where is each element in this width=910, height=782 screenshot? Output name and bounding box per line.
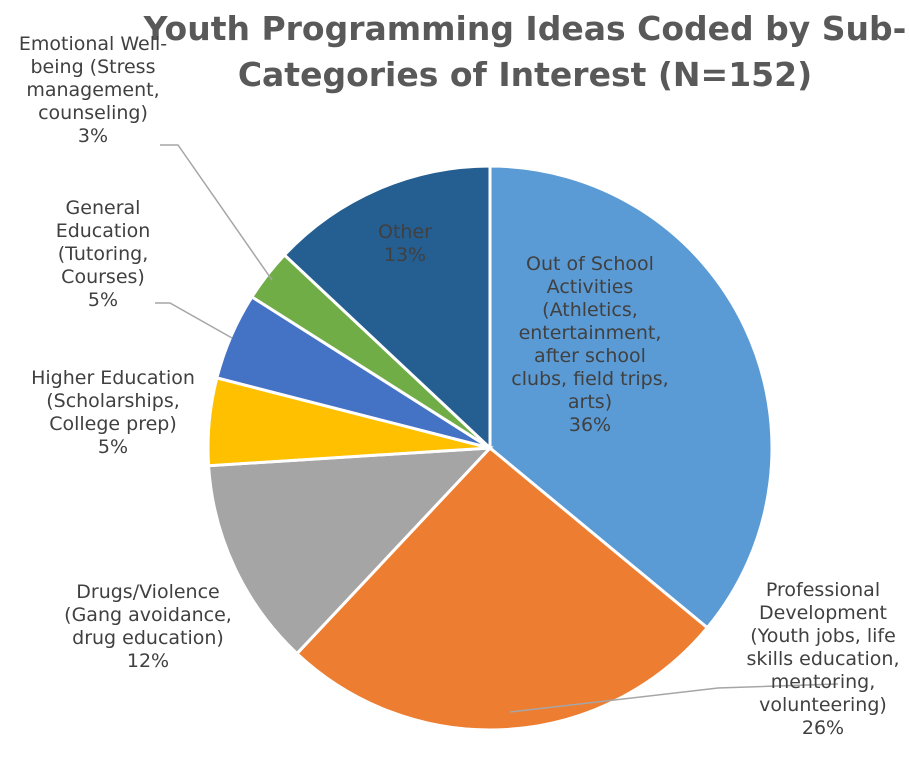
slice-category-label: (Tutoring, bbox=[58, 243, 148, 265]
slice-category-label: Emotional Well- bbox=[19, 33, 167, 55]
slice-category-label: arts) bbox=[568, 391, 612, 413]
pie-slice bbox=[294, 445, 710, 732]
slice-category-label: (Gang avoidance, bbox=[64, 604, 232, 626]
chart-title-line: Youth Programming Ideas Coded by Sub- bbox=[143, 9, 907, 48]
leader-line bbox=[155, 302, 233, 339]
leader-lines bbox=[155, 144, 839, 713]
slice-category-label: General bbox=[66, 197, 141, 219]
slice-category-label: Out of School bbox=[526, 253, 654, 275]
slice-percent-label: 12% bbox=[127, 650, 169, 672]
slice-label: Emotional Well-being (Stressmanagement,c… bbox=[19, 33, 167, 147]
slice-category-label: counseling) bbox=[38, 102, 148, 124]
slice-label: Higher Education(Scholarships,College pr… bbox=[31, 367, 195, 458]
chart-title: Youth Programming Ideas Coded by Sub- Cat… bbox=[143, 9, 907, 94]
slice-category-label: Drugs/Violence bbox=[76, 581, 219, 603]
slice-category-label: Education bbox=[56, 220, 151, 242]
slice-category-label: (Scholarships, bbox=[46, 390, 180, 412]
pie-slice bbox=[206, 446, 494, 656]
slice-category-label: after school bbox=[534, 345, 646, 367]
slice-category-label: being (Stress bbox=[31, 56, 156, 78]
slice-percent-label: 5% bbox=[98, 436, 128, 458]
leader-line bbox=[160, 144, 273, 281]
slice-category-label: management, bbox=[26, 79, 159, 101]
slice-category-label: (Youth jobs, life bbox=[750, 625, 896, 647]
slice-category-label: skills education, bbox=[747, 648, 900, 670]
slice-category-label: entertainment, bbox=[519, 322, 662, 344]
slice-percent-label: 36% bbox=[569, 414, 611, 436]
slice-category-label: Other bbox=[378, 221, 432, 243]
slice-label: Drugs/Violence(Gang avoidance,drug educa… bbox=[64, 581, 232, 672]
slice-labels: Out of SchoolActivities(Athletics,entert… bbox=[19, 33, 900, 739]
slice-category-label: Higher Education bbox=[31, 367, 195, 389]
slice-label: Out of SchoolActivities(Athletics,entert… bbox=[511, 253, 668, 436]
slice-category-label: Professional bbox=[766, 579, 880, 601]
slice-category-label: clubs, field trips, bbox=[511, 368, 668, 390]
slice-category-label: Activities bbox=[547, 276, 634, 298]
slice-percent-label: 13% bbox=[384, 244, 426, 266]
slice-category-label: (Athletics, bbox=[542, 299, 638, 321]
slice-category-label: mentoring, bbox=[771, 671, 876, 693]
slice-percent-label: 26% bbox=[802, 717, 844, 739]
leader-line bbox=[509, 683, 839, 713]
slice-category-label: Development bbox=[759, 602, 887, 624]
chart-title-line: Categories of Interest (N=152) bbox=[238, 55, 812, 94]
pie-slices bbox=[206, 164, 774, 732]
pie-slice bbox=[282, 164, 492, 452]
slice-category-label: drug education) bbox=[72, 627, 224, 649]
slice-category-label: College prep) bbox=[49, 413, 177, 435]
pie-slice bbox=[488, 164, 774, 630]
slice-category-label: Courses) bbox=[61, 266, 145, 288]
slice-category-label: volunteering) bbox=[759, 694, 887, 716]
slice-percent-label: 5% bbox=[88, 289, 118, 311]
slice-percent-label: 3% bbox=[78, 125, 108, 147]
